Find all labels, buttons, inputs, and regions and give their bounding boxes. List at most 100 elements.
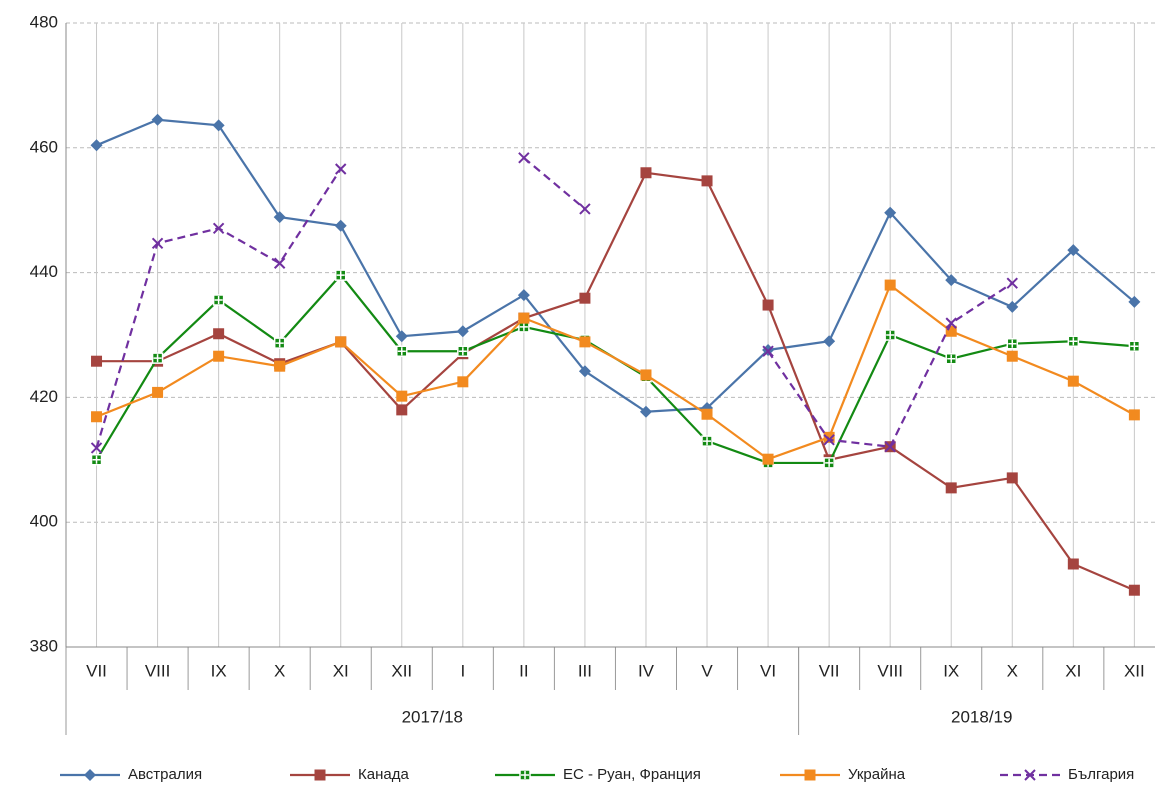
data-point (213, 328, 225, 340)
data-point (395, 330, 408, 343)
data-point (945, 482, 957, 494)
data-point (456, 325, 469, 338)
data-point (945, 325, 957, 337)
x-tick-label: XI (333, 661, 349, 680)
data-point (518, 312, 530, 324)
data-point (457, 345, 469, 357)
legend-marker (1024, 769, 1036, 781)
x-tick-label: VI (760, 661, 776, 680)
series-line (96, 283, 1135, 461)
x-tick-label: VII (86, 661, 107, 680)
data-point (91, 411, 103, 423)
data-point (701, 408, 713, 420)
data-point (518, 321, 530, 333)
group-label: 2017/18 (402, 707, 463, 726)
data-point (517, 289, 530, 302)
series-line (96, 171, 1135, 592)
data-point (273, 337, 286, 349)
data-point (90, 139, 103, 152)
data-point (945, 274, 958, 287)
data-point (518, 152, 530, 164)
data-point (945, 317, 957, 329)
y-tick-label: 460 (30, 137, 58, 156)
x-tick-label: IX (211, 661, 227, 680)
data-point (396, 404, 408, 416)
x-tick-label: XII (1124, 661, 1145, 680)
data-point (945, 352, 957, 365)
x-tick-label: X (1007, 661, 1018, 680)
series-line (95, 156, 1013, 449)
data-point (212, 294, 225, 306)
x-tick-label: XI (1065, 661, 1081, 680)
legend-label: ЕС - Руан, Франция (563, 766, 701, 783)
data-point (701, 175, 713, 187)
x-tick-label: I (460, 661, 465, 680)
data-point (90, 442, 103, 454)
y-tick-label: 420 (30, 387, 58, 406)
data-point (1006, 350, 1018, 362)
data-point (1067, 244, 1080, 257)
x-tick-label: IV (638, 661, 655, 680)
data-point (335, 163, 347, 175)
group-label: 2018/19 (951, 707, 1012, 726)
data-point (701, 435, 713, 447)
data-point (1128, 295, 1141, 308)
data-point (396, 345, 408, 357)
data-point (152, 386, 164, 398)
x-tick-label: XII (391, 661, 412, 680)
x-tick-label: VII (819, 661, 840, 680)
legend-label: Австралия (128, 766, 202, 783)
data-point (151, 113, 164, 126)
data-point (1006, 277, 1018, 289)
data-point (823, 431, 835, 443)
data-point (884, 206, 897, 219)
x-tick-label: II (519, 661, 528, 680)
data-point (90, 454, 103, 466)
legend-label: Канада (358, 766, 409, 783)
data-point (823, 335, 836, 348)
data-point (212, 119, 225, 132)
x-tick-label: VIII (145, 661, 171, 680)
data-point (640, 167, 652, 179)
legend-marker (84, 769, 96, 781)
y-tick-label: 480 (30, 12, 58, 31)
data-point (1067, 335, 1080, 347)
data-point (884, 279, 896, 291)
data-point (884, 329, 896, 341)
data-point (823, 457, 835, 469)
data-point (334, 269, 347, 281)
data-point (823, 434, 835, 446)
data-point (762, 299, 774, 311)
x-tick-label: VIII (877, 661, 903, 680)
legend-label: Украйна (848, 766, 906, 783)
legend-marker (314, 769, 326, 781)
data-point (579, 292, 591, 304)
y-tick-label: 440 (30, 262, 58, 281)
data-point (762, 453, 774, 465)
data-point (213, 350, 225, 362)
data-point (273, 257, 286, 269)
data-point (396, 390, 408, 402)
data-point (578, 365, 591, 378)
data-point (1006, 337, 1019, 350)
legend-marker (519, 769, 531, 781)
x-tick-label: IX (943, 661, 959, 680)
data-point (335, 336, 347, 348)
data-point (1128, 584, 1140, 596)
data-point (151, 237, 164, 249)
data-point (1067, 558, 1079, 570)
data-point (457, 376, 469, 388)
x-tick-label: III (578, 661, 592, 680)
series-line (95, 273, 1135, 465)
data-point (639, 405, 652, 418)
x-tick-label: V (701, 661, 713, 680)
data-point (273, 211, 286, 224)
data-point (1006, 300, 1019, 313)
data-point (1006, 472, 1018, 484)
data-point (274, 360, 286, 372)
data-point (640, 369, 652, 381)
data-point (212, 222, 225, 235)
series-line (96, 118, 1136, 413)
data-point (151, 352, 164, 364)
